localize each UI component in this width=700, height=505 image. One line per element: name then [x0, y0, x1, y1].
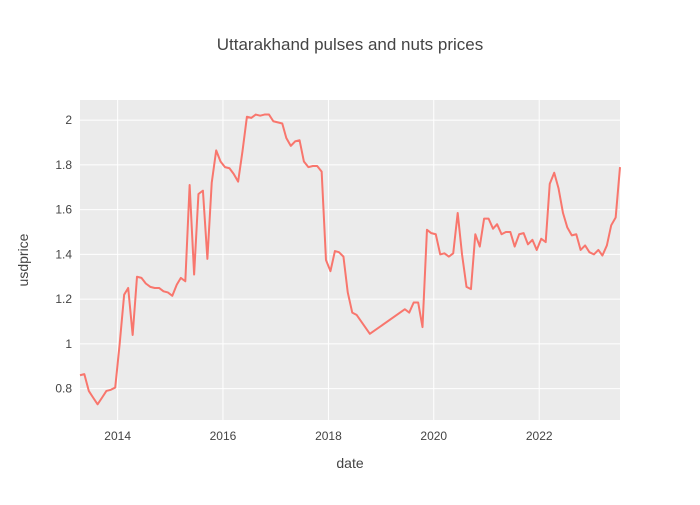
x-tick-label: 2018	[315, 429, 342, 443]
y-tick-label: 0.8	[55, 382, 72, 396]
y-tick-label: 1.6	[55, 203, 72, 217]
x-tick-label: 2020	[420, 429, 447, 443]
y-tick-label: 2	[65, 113, 72, 127]
y-tick-label: 1.8	[55, 158, 72, 172]
y-tick-label: 1.4	[55, 247, 72, 261]
tick-labels-layer: 0.8 1 1.2 1.4 1.6 1.8 2 2014 2016 2018 2020 2022	[55, 113, 553, 443]
y-axis-label: usdprice	[15, 233, 31, 286]
x-tick-label: 2022	[526, 429, 553, 443]
y-tick-label: 1.2	[55, 292, 72, 306]
series-line	[79, 113, 621, 406]
series-layer	[79, 113, 621, 406]
x-tick-label: 2014	[104, 429, 131, 443]
y-tick-label: 1	[65, 337, 72, 351]
plot-background	[80, 100, 620, 420]
x-axis-label: date	[336, 455, 363, 471]
chart-title: Uttarakhand pulses and nuts prices	[217, 35, 484, 54]
x-tick-label: 2016	[210, 429, 237, 443]
